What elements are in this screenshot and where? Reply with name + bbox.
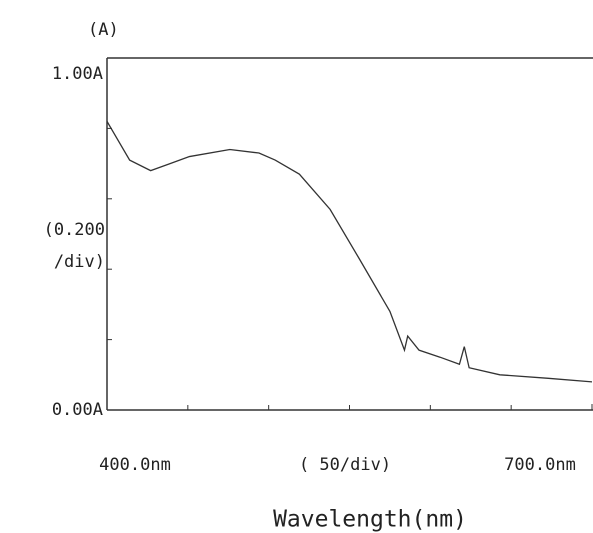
panel-label: (A) (88, 20, 119, 40)
y-tick-label: 0.00A (52, 400, 103, 420)
x-tick-label: 700.0nm (504, 455, 576, 475)
x-scale-label: ( 50/div) (299, 455, 391, 475)
y-tick-label: 1.00A (52, 64, 103, 84)
spectrum-line (106, 121, 593, 383)
x-tick-label: 400.0nm (99, 455, 171, 475)
x-axis-label: Wavelength(nm) (273, 507, 467, 533)
y-scale-label: /div) (54, 252, 105, 272)
y-scale-label: (0.200 (44, 220, 105, 240)
